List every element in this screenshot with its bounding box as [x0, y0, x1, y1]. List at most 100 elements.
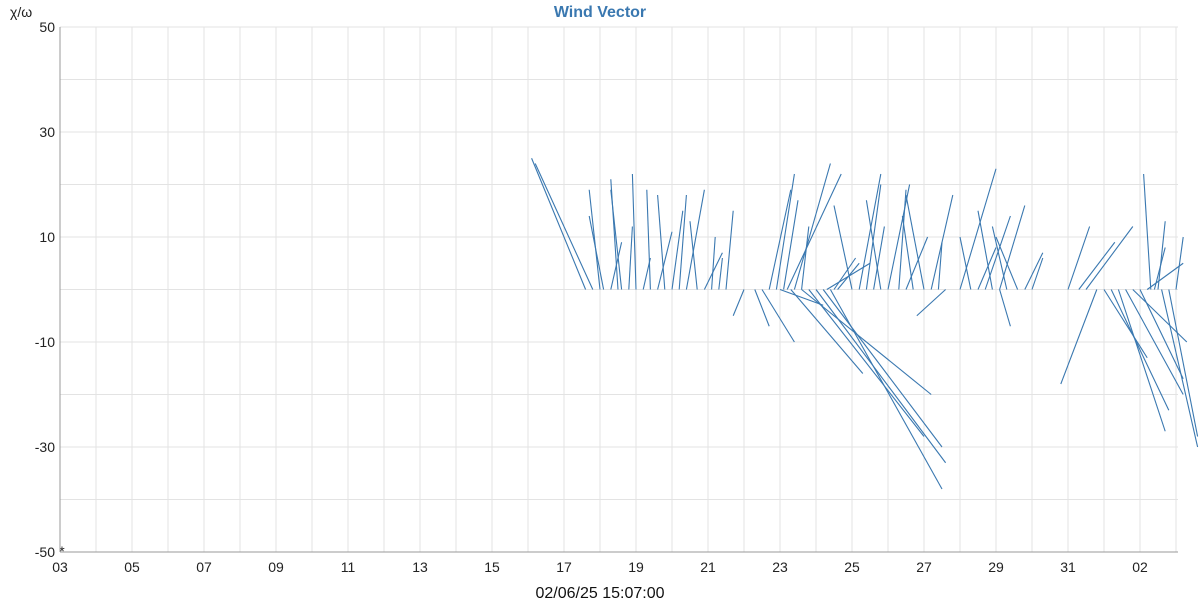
x-tick-label: 09 [268, 559, 284, 575]
wind-vector-line [858, 173, 882, 290]
wind-vector-line [1132, 289, 1188, 343]
wind-vector-line [628, 226, 633, 290]
x-tick-label: 05 [124, 559, 140, 575]
y-tick-label: 50 [39, 19, 55, 35]
y-tick-label: 10 [39, 229, 55, 245]
wind-vector-line [671, 210, 684, 290]
grid-layer [59, 26, 1178, 553]
wind-vector-line [837, 262, 860, 290]
wind-vector-line [1168, 289, 1199, 437]
wind-vector-line [898, 189, 907, 290]
wind-vector-line [865, 184, 882, 290]
wind-vector-line [905, 194, 925, 290]
wind-vector-line [905, 236, 929, 290]
footer-timestamp: 02/06/25 15:07:00 [535, 585, 664, 600]
wind-vector-line [1175, 236, 1184, 290]
wind-vector-line [790, 289, 864, 374]
wind-vector-line [588, 215, 605, 290]
wind-vector-line [588, 189, 601, 290]
wind-vector-line [657, 194, 666, 290]
wind-vector-line [1024, 252, 1044, 290]
wind-vector-line [761, 289, 795, 343]
x-tick-label: 29 [988, 559, 1004, 575]
vector-layer [531, 158, 1199, 490]
wind-vector-line [732, 289, 745, 316]
wind-vector-line [1146, 262, 1184, 290]
wind-vector-line [534, 163, 594, 290]
x-tick-label: 21 [700, 559, 716, 575]
wind-vector-line [984, 215, 1011, 290]
x-tick-label: 03 [52, 559, 68, 575]
x-tick-label: 31 [1060, 559, 1076, 575]
x-tick-label: 07 [196, 559, 212, 575]
wind-vector-line [678, 194, 687, 290]
wind-vector-line [829, 289, 943, 490]
wind-vector-line [916, 289, 946, 317]
wind-vector-line [779, 288, 824, 306]
wind-vector-line [531, 158, 587, 290]
wind-vector-line [768, 189, 792, 290]
wind-vector-line [865, 200, 882, 290]
x-tick-label: 23 [772, 559, 788, 575]
wind-vector-line [1117, 289, 1166, 432]
y-tick-label: -50 [35, 544, 55, 560]
wind-vector-line [1078, 241, 1116, 290]
wind-vector-line [775, 173, 795, 290]
x-tick-label: 17 [556, 559, 572, 575]
x-tick-label: 15 [484, 559, 500, 575]
wind-vector-line [937, 242, 943, 290]
wind-vector-line [1125, 289, 1184, 395]
wind-vector-line [793, 163, 831, 290]
chart-title: Wind Vector [554, 4, 646, 21]
wind-vector-line [991, 226, 1008, 290]
corner-mark: * [59, 543, 65, 559]
y-tick-label: -30 [35, 439, 55, 455]
x-tick-label: 27 [916, 559, 932, 575]
wind-vector-line [718, 257, 723, 290]
x-tick-label: 11 [341, 559, 356, 575]
wind-vector-line [1067, 226, 1091, 290]
wind-vector-line [1110, 289, 1170, 411]
wind-vector-line [646, 189, 651, 290]
wind-vector-line [959, 168, 997, 290]
wind-vector-line [1103, 289, 1148, 359]
wind-vector-line [657, 231, 673, 290]
wind-vector-line [1157, 221, 1166, 290]
wind-vector-line [725, 210, 734, 290]
x-tick-label: 02 [1132, 559, 1148, 575]
wind-vector-line [999, 289, 1011, 327]
wind-vector-line [786, 173, 842, 290]
wind-vector-line [833, 257, 857, 290]
x-tick-label: 13 [412, 559, 428, 575]
y-axis-label: χ/ω [10, 4, 32, 20]
wind-vector-line [754, 289, 770, 327]
y-tick-label: -10 [35, 334, 55, 350]
x-tick-label: 19 [628, 559, 644, 575]
wind-vector-line [631, 173, 637, 290]
wind-vector-line [873, 226, 885, 290]
wind-vector-line [685, 189, 705, 290]
wind-vector-line [1139, 289, 1184, 379]
wind-vector-line [959, 236, 972, 290]
wind-vector-line [1031, 257, 1044, 290]
wind-vector-line [887, 184, 911, 290]
wind-vector-line [801, 226, 810, 290]
wind-vector-line [901, 215, 914, 290]
wind-vector-line [977, 247, 997, 290]
wind-vector-line [808, 289, 925, 437]
wind-vector-line [815, 289, 947, 464]
wind-vector-line [995, 236, 1019, 290]
wind-vector-line [783, 200, 799, 290]
wind-vector-line [833, 205, 853, 290]
wind-vector-line [977, 210, 993, 290]
wind-vector-line [1085, 226, 1134, 290]
wind-vector-line [711, 236, 716, 290]
wind-vector-line [1161, 289, 1199, 448]
wind-vector-line [1060, 289, 1098, 385]
wind-vector-line [610, 189, 623, 290]
y-tick-label: 30 [39, 124, 55, 140]
x-tick-label: 25 [844, 559, 860, 575]
wind-vector-line [1143, 173, 1152, 290]
